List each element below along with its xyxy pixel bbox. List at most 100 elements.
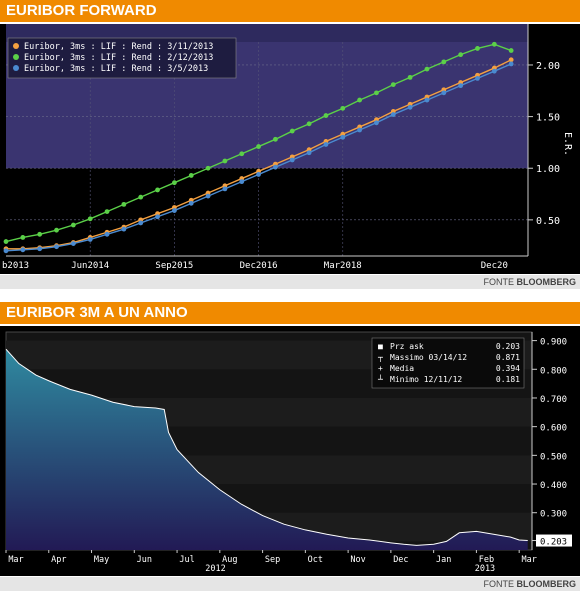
series-point (138, 220, 144, 226)
series-point (508, 57, 514, 63)
top-source-bar (0, 275, 580, 289)
legend-label: Euribor, 3ms : LIF : Rend : 3/5/2013 (24, 64, 208, 74)
x-tick-label: Mar (521, 555, 536, 565)
series-point (171, 180, 177, 186)
series-point (104, 209, 110, 215)
series-point (188, 173, 194, 178)
x-tick-label: Mar (8, 555, 23, 565)
x-tick-label: Aug (222, 555, 237, 565)
x-tick-label: Jun (137, 555, 152, 565)
series-point (3, 248, 9, 254)
series-point (273, 136, 278, 142)
series-point (70, 222, 76, 228)
euribor-3m-chart: 0.900 0.800 0.700 0.600 0.500 0.400 0.300 0.203… (0, 326, 580, 576)
series-point (188, 200, 194, 206)
legend-marker: ■ (378, 342, 383, 351)
legend-label: Minimo 12/11/12 (390, 375, 462, 384)
series-point (239, 151, 245, 157)
series-point (508, 48, 514, 53)
y-tick-label: 0.400 (540, 481, 567, 491)
source-prefix: FONTE (483, 579, 514, 589)
series-point (475, 46, 480, 51)
series-point (104, 231, 110, 237)
series-point (407, 74, 413, 80)
series-point (289, 157, 295, 163)
y-tick-label: 0.300 (540, 510, 567, 520)
y-tick-label: 1.50 (536, 113, 560, 124)
series-point (340, 105, 346, 111)
legend-marker (13, 54, 19, 60)
x-tick-label: Feb (479, 555, 494, 565)
bottom-source-bar (0, 577, 580, 591)
series-point (155, 214, 160, 220)
series-point (508, 61, 514, 67)
series-point (441, 59, 447, 65)
series-point (54, 244, 59, 250)
last-value-label: 0.203 (540, 538, 567, 548)
series-point (357, 127, 363, 133)
legend-label: Prz ask (390, 342, 424, 351)
series-point (390, 82, 396, 87)
x-tick-label: Jan (436, 555, 451, 565)
series-point (87, 216, 93, 222)
series-point (441, 90, 447, 96)
y-tick-label: 1.00 (536, 164, 560, 175)
series-point (256, 172, 261, 177)
source-name: BLOOMBERG (516, 579, 577, 589)
top-chart-title: EURIBOR FORWARD (0, 0, 580, 22)
legend-value: 0.181 (496, 375, 520, 384)
series-point (458, 52, 464, 58)
series-point (3, 239, 9, 244)
legend-marker: + (378, 364, 383, 373)
series-point (306, 121, 312, 127)
x-tick-label: Mar2018 (324, 261, 362, 271)
series-point (222, 186, 228, 192)
series-point (256, 144, 261, 149)
series-point (20, 235, 26, 240)
legend-value: 0.871 (496, 353, 520, 362)
series-point (121, 226, 127, 232)
source-name: BLOOMBERG (516, 277, 577, 287)
series-point (54, 227, 59, 233)
series-point (424, 66, 430, 72)
series-point (390, 112, 396, 117)
series-point (340, 134, 346, 140)
series-point (171, 208, 177, 213)
series-point (155, 187, 160, 193)
legend-marker (13, 65, 19, 71)
x-year-label: 2012 (205, 564, 225, 574)
series-point (289, 128, 295, 134)
series-point (20, 247, 26, 253)
legend-box (7, 37, 237, 79)
source-prefix: FONTE (483, 277, 514, 287)
legend-marker: ┴ (377, 374, 383, 384)
bottom-source-label: FONTE BLOOMBERG (483, 577, 576, 591)
series-point (374, 120, 379, 126)
series-point (475, 76, 480, 81)
series-point (273, 164, 278, 170)
series-point (37, 231, 43, 237)
x-year-label: 2013 (475, 564, 495, 574)
legend-value: 0.394 (496, 364, 520, 373)
x-tick-label: Dec2016 (240, 261, 278, 271)
x-tick-label: Oct (308, 555, 323, 565)
top-source-label: FONTE BLOOMBERG (483, 275, 576, 289)
y-tick-label: 0.800 (540, 366, 567, 376)
x-tick-label: Sep (265, 555, 280, 565)
euribor-forward-chart: 0.50 1.00 1.50 2.00 b2013 Jun2014 Sep2015 Dec20… (0, 24, 580, 274)
y-tick-label: 2.00 (536, 61, 560, 72)
x-tick-label: Jun2014 (71, 261, 109, 271)
legend-label: Euribor, 3ms : LIF : Rend : 2/12/2013 (24, 53, 213, 63)
legend-label: Massimo 03/14/12 (390, 353, 467, 362)
series-point (121, 201, 127, 207)
series-point (407, 104, 413, 110)
y-tick-label: 0.50 (536, 216, 560, 227)
area-fill (6, 349, 528, 550)
series-point (70, 241, 76, 247)
x-tick-label: May (94, 555, 109, 565)
series-point (458, 83, 464, 89)
bottom-chart-title: EURIBOR 3M A UN ANNO (0, 302, 580, 324)
last-value-box (536, 534, 572, 547)
y-tick-label: 0.500 (540, 452, 567, 462)
y-tick-label: 0.900 (540, 338, 567, 348)
